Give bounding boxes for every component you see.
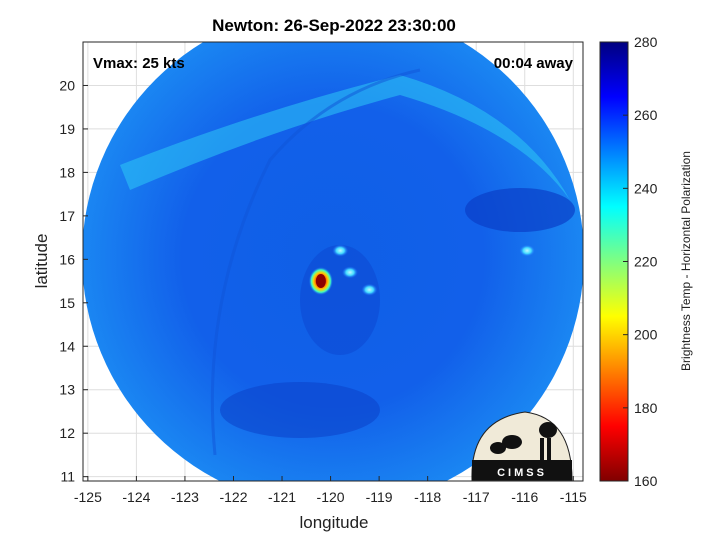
colorbar-tick-label: 240 bbox=[634, 180, 658, 196]
colorbar-tick-label: 280 bbox=[634, 34, 658, 50]
chart-title: Newton: 26-Sep-2022 23:30:00 bbox=[212, 16, 456, 35]
features bbox=[308, 244, 536, 296]
x-tick-label: -121 bbox=[268, 489, 296, 505]
colorbar-tick-label: 220 bbox=[634, 254, 658, 270]
cold-core-center bbox=[315, 274, 326, 289]
colorbar-label: Brightness Temp - Horizontal Polarizatio… bbox=[679, 151, 693, 371]
x-tick-label: -122 bbox=[219, 489, 247, 505]
y-axis-label: latitude bbox=[32, 234, 51, 289]
x-tick-label: -116 bbox=[511, 489, 538, 505]
colorbar-tick-label: 160 bbox=[634, 473, 658, 489]
x-tick-label: -118 bbox=[414, 489, 441, 505]
dark-band-east bbox=[465, 188, 575, 232]
x-axis-ticks: -125 -124 -123 -122 -121 -120 -119 -118 -117 -116… bbox=[74, 476, 587, 505]
x-tick-label: -124 bbox=[122, 489, 150, 505]
x-tick-label: -115 bbox=[560, 489, 587, 505]
x-axis-label: longitude bbox=[299, 513, 368, 532]
x-tick-label: -119 bbox=[366, 489, 393, 505]
convective-spot-mark bbox=[341, 266, 358, 279]
cimss-logo: CIMSS bbox=[471, 411, 573, 481]
y-axis-ticks: 11 12 13 14 15 16 17 18 19 20 bbox=[59, 77, 88, 485]
dark-band-south bbox=[220, 382, 380, 438]
y-tick-label: 16 bbox=[59, 251, 75, 267]
dark-band-inner bbox=[300, 245, 380, 355]
x-tick-label: -123 bbox=[171, 489, 199, 505]
swath-seam bbox=[210, 68, 421, 456]
x-tick-label: -125 bbox=[74, 489, 102, 505]
y-tick-label: 14 bbox=[59, 338, 75, 354]
y-tick-label: 18 bbox=[59, 164, 75, 180]
logo-text: CIMSS bbox=[497, 467, 547, 479]
plot-frame bbox=[82, 41, 584, 482]
y-tick-label: 15 bbox=[59, 295, 75, 311]
y-tick-label: 12 bbox=[59, 425, 75, 441]
convective-spot-mark bbox=[332, 244, 349, 257]
away-annotation: 00:04 away bbox=[494, 55, 574, 72]
convective-spot-mark bbox=[361, 283, 378, 296]
colorbar-tick-label: 260 bbox=[634, 107, 658, 123]
colorbar-tick-label: 180 bbox=[634, 400, 658, 416]
y-tick-label: 17 bbox=[59, 208, 75, 224]
colorbar-ticks: 160 180 200 220 240 260 280 bbox=[623, 34, 658, 489]
y-tick-label: 13 bbox=[59, 382, 75, 398]
vmax-annotation: Vmax: 25 kts bbox=[93, 55, 185, 72]
y-tick-label: 19 bbox=[59, 121, 75, 137]
swath-lighter-band bbox=[120, 75, 570, 200]
colorbar-tick-label: 200 bbox=[634, 327, 658, 343]
x-tick-label: -117 bbox=[463, 489, 490, 505]
x-tick-label: -120 bbox=[317, 489, 345, 505]
y-tick-label: 11 bbox=[60, 469, 75, 485]
y-tick-label: 20 bbox=[59, 77, 75, 93]
convective-spot-mark bbox=[519, 244, 536, 257]
